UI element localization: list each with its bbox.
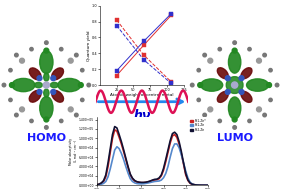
Circle shape [44, 117, 49, 122]
Circle shape [20, 58, 24, 63]
Circle shape [197, 68, 200, 72]
Circle shape [15, 113, 18, 117]
Circle shape [51, 89, 56, 94]
Ellipse shape [241, 68, 252, 79]
Ellipse shape [52, 68, 64, 80]
Circle shape [232, 117, 237, 122]
Circle shape [257, 58, 261, 63]
Circle shape [30, 119, 33, 123]
Circle shape [203, 53, 207, 57]
Circle shape [45, 126, 48, 129]
Circle shape [269, 98, 272, 102]
Circle shape [10, 83, 14, 88]
Circle shape [68, 107, 73, 112]
Ellipse shape [40, 51, 53, 74]
Circle shape [248, 47, 251, 51]
Circle shape [81, 98, 84, 102]
Circle shape [68, 58, 73, 63]
Circle shape [15, 53, 18, 57]
Circle shape [60, 119, 63, 123]
X-axis label: Atomic weight of central metal: Atomic weight of central metal [110, 93, 174, 97]
Circle shape [198, 83, 203, 88]
Circle shape [78, 83, 83, 88]
Circle shape [218, 119, 221, 123]
Ellipse shape [58, 78, 81, 92]
Ellipse shape [228, 51, 241, 73]
Circle shape [51, 76, 56, 81]
Ellipse shape [12, 78, 35, 92]
Ellipse shape [217, 68, 228, 79]
Text: HOMO: HOMO [27, 133, 66, 143]
Circle shape [81, 68, 84, 72]
Ellipse shape [40, 97, 53, 119]
Circle shape [20, 107, 24, 112]
Circle shape [37, 76, 42, 81]
Ellipse shape [44, 73, 49, 81]
Circle shape [232, 82, 238, 88]
Circle shape [44, 48, 49, 53]
Circle shape [218, 47, 221, 51]
Circle shape [239, 89, 244, 94]
Circle shape [225, 76, 230, 81]
Circle shape [257, 107, 261, 112]
Circle shape [225, 89, 230, 94]
Circle shape [232, 48, 237, 53]
Circle shape [43, 82, 49, 88]
Circle shape [263, 113, 266, 117]
Circle shape [239, 76, 244, 81]
Circle shape [233, 126, 236, 129]
Circle shape [191, 83, 194, 87]
Text: LUMO: LUMO [217, 133, 253, 143]
Circle shape [37, 89, 42, 94]
Circle shape [74, 53, 78, 57]
Circle shape [30, 47, 33, 51]
Circle shape [267, 83, 271, 88]
Ellipse shape [226, 77, 243, 93]
Ellipse shape [29, 68, 41, 80]
Ellipse shape [50, 82, 58, 88]
Circle shape [248, 119, 251, 123]
Y-axis label: Molar absorptivity
(L mol⁻¹ cm⁻¹): Molar absorptivity (L mol⁻¹ cm⁻¹) [69, 138, 78, 165]
Ellipse shape [241, 91, 252, 102]
Circle shape [60, 47, 63, 51]
Circle shape [275, 83, 279, 87]
Ellipse shape [201, 79, 223, 91]
Legend: Pc1-Zn*, Pc1-Zn, Pc2-Zn: Pc1-Zn*, Pc1-Zn, Pc2-Zn [189, 119, 207, 132]
Circle shape [269, 68, 272, 72]
Ellipse shape [217, 91, 228, 102]
Circle shape [233, 41, 236, 44]
Circle shape [74, 113, 78, 117]
Ellipse shape [246, 79, 269, 91]
Circle shape [208, 58, 213, 63]
Circle shape [197, 98, 200, 102]
Circle shape [203, 113, 207, 117]
Circle shape [9, 68, 12, 72]
Circle shape [208, 107, 213, 112]
Ellipse shape [228, 97, 241, 119]
Ellipse shape [52, 90, 64, 102]
Y-axis label: Quantum yield: Quantum yield [87, 30, 91, 61]
Circle shape [45, 41, 48, 44]
Ellipse shape [29, 90, 41, 102]
Text: hν: hν [133, 109, 151, 122]
Ellipse shape [44, 89, 49, 97]
Circle shape [263, 53, 266, 57]
Circle shape [87, 83, 90, 87]
Circle shape [2, 83, 6, 87]
Circle shape [9, 98, 12, 102]
Ellipse shape [35, 82, 42, 88]
